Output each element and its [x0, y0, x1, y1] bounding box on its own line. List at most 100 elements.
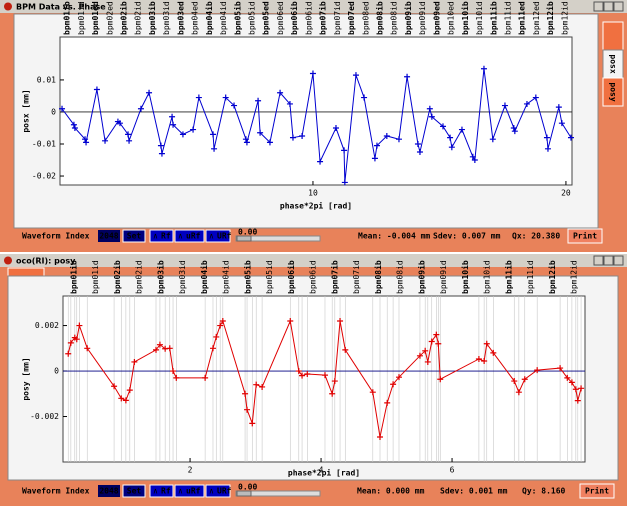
toggle-icon: ∧ [178, 232, 183, 241]
bpm-label: bpm10id [475, 1, 484, 35]
data-point [416, 149, 423, 156]
tab[interactable] [602, 21, 624, 51]
bpm-label: bpm04ib [199, 260, 209, 294]
toggle-button[interactable] [174, 484, 205, 498]
slider-track[interactable] [235, 490, 321, 497]
bpm-label: bpm01ib [62, 1, 72, 35]
data-point [156, 341, 163, 348]
bpm-label: bpm12ib [547, 260, 557, 294]
minimize-button[interactable] [593, 1, 604, 12]
data-point [118, 395, 125, 402]
data-point [510, 124, 517, 131]
mean-text: Mean: 0.000 mm [357, 487, 425, 496]
toggle-label: URf [217, 487, 232, 496]
data-point [376, 433, 383, 440]
bpm-label: bpm07ib [318, 1, 328, 35]
data-point [558, 120, 565, 127]
toggle-button[interactable] [174, 229, 205, 243]
index-value: 2048 [99, 232, 118, 241]
data-point [137, 105, 144, 112]
data-point [435, 340, 442, 347]
data-point [383, 132, 390, 139]
toggle-label: uRf [186, 487, 201, 496]
data-point [73, 336, 80, 343]
bpm-label: bpm10ed [447, 1, 456, 35]
bpm-label: bpm12id [570, 260, 579, 294]
y-tick-label: -0.01 [32, 139, 56, 148]
bpm-label: bpm02ed [105, 1, 114, 35]
window-title: oco(RI): posy [16, 257, 76, 266]
x-tick-label: 6 [450, 466, 455, 475]
slider-track[interactable] [235, 235, 321, 242]
data-point [428, 338, 435, 345]
close-button[interactable] [613, 255, 624, 266]
slider-thumb[interactable] [236, 490, 252, 497]
toggle-button[interactable] [205, 229, 231, 243]
print-button[interactable] [567, 228, 603, 244]
y-axis-label: posy [mm] [22, 357, 31, 400]
bpm-label: bpm11id [526, 260, 535, 294]
data-point [371, 155, 378, 162]
set-button[interactable] [122, 484, 146, 498]
bpm-label: bpm12id [560, 1, 569, 35]
data-point [521, 376, 528, 383]
set-label: Set [127, 232, 142, 241]
data-point [170, 368, 177, 375]
bpm-label: bpm09ib [403, 1, 413, 35]
toggle-button[interactable] [205, 484, 231, 498]
data-point [309, 70, 316, 77]
data-point [352, 72, 359, 79]
data-point [111, 383, 118, 390]
index-field[interactable] [98, 485, 120, 497]
waveform-label: Waveform Index [22, 232, 90, 241]
data-point [67, 339, 74, 346]
index-value: 2048 [99, 487, 118, 496]
data-point [299, 132, 306, 139]
toggle-label: URf [217, 232, 232, 241]
bpm-label: bpm11id [504, 1, 513, 35]
maximize-button[interactable] [603, 1, 614, 12]
maximize-button[interactable] [603, 255, 614, 266]
bpm-label: bpm02id [135, 260, 144, 294]
data-point [266, 139, 273, 146]
tab[interactable] [7, 267, 45, 277]
y-tick-label: 0.01 [37, 75, 56, 84]
data-point [65, 350, 72, 357]
data-point [511, 378, 518, 385]
bpm-label: bpm12ib [545, 1, 555, 35]
close-button[interactable] [613, 1, 624, 12]
data-point [84, 345, 91, 352]
bpm-label: bpm06ib [286, 260, 296, 294]
bpm-label: bpm11ed [518, 1, 527, 35]
set-button[interactable] [122, 229, 146, 243]
data-point [217, 322, 224, 329]
data-point [373, 142, 380, 149]
waveform-label: Waveform Index [22, 487, 90, 496]
data-point [299, 372, 306, 379]
bpm-label: bpm07ed [347, 1, 356, 35]
data-point [289, 134, 296, 141]
minimize-button[interactable] [593, 255, 604, 266]
slider-thumb[interactable] [236, 235, 252, 242]
data-point [277, 89, 284, 96]
bpm-label: bpm08id [390, 1, 399, 35]
bpm-label: bpm10ib [460, 1, 470, 35]
bpm-label: bpm01id [77, 1, 86, 35]
bpm-label: bpm08ib [373, 260, 383, 294]
bpm-label: bpm08ib [375, 1, 385, 35]
toggle-button[interactable] [149, 484, 174, 498]
index-field[interactable] [98, 230, 120, 242]
tab-label: posx [609, 54, 618, 73]
toggle-icon: ∧ [153, 487, 158, 496]
data-point [190, 126, 197, 133]
data-point [341, 179, 348, 186]
print-button[interactable] [579, 483, 615, 499]
data-point [71, 124, 78, 131]
print-label: Print [585, 486, 609, 496]
toggle-button[interactable] [149, 229, 174, 243]
data-point [515, 389, 522, 396]
tune-text: Qy: 8.160 [522, 487, 566, 496]
tab[interactable] [602, 77, 624, 107]
data-point [242, 136, 249, 143]
